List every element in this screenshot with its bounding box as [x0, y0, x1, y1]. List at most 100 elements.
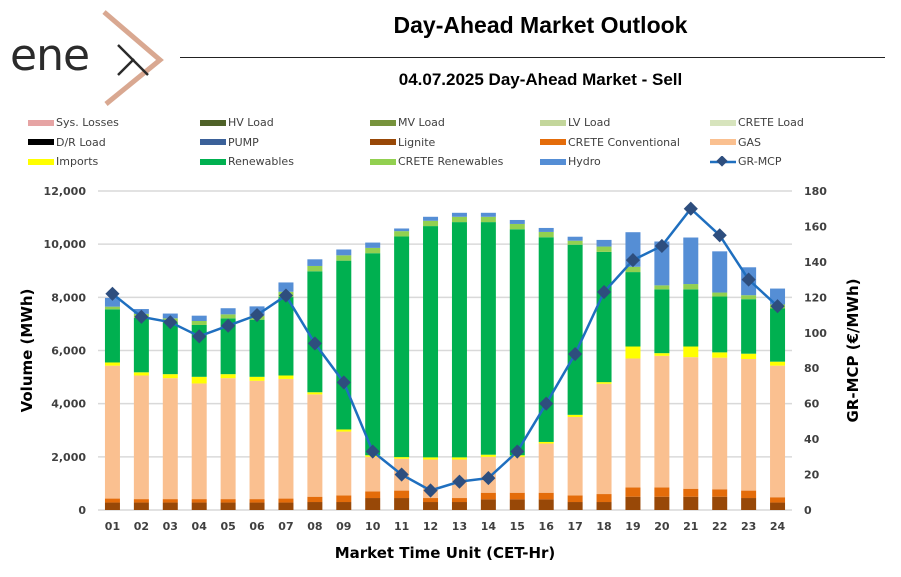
- bar-segment-hydro: [509, 219, 525, 224]
- bar-segment-imports: [654, 353, 670, 356]
- bar-segment-gas: [712, 357, 728, 490]
- bar-segment-lignite: [278, 502, 294, 510]
- bar-segment-lignite: [133, 502, 149, 510]
- bar-segment-imports: [423, 457, 439, 460]
- bar-segment-imports: [307, 392, 323, 395]
- bar-segment-imports: [480, 454, 496, 457]
- bar-segment-hydro: [104, 297, 120, 307]
- x-tick-label: 23: [741, 520, 756, 533]
- bar-segment-renewables: [365, 253, 381, 456]
- bar-segment-renewables: [162, 322, 178, 375]
- bar-segment-crete-renewables: [394, 231, 410, 237]
- y2-tick-label: 80: [804, 362, 820, 375]
- bar-segment-gas: [307, 394, 323, 497]
- bar-segment-gas: [249, 380, 265, 500]
- y2-tick-label: 0: [804, 504, 812, 517]
- bar-segment-gas: [104, 365, 120, 499]
- bar-segment-crete-renewables: [625, 266, 641, 273]
- bar-segment-crete-renewables: [741, 295, 757, 300]
- bar-segment-renewables: [509, 229, 525, 456]
- x-axis-title: Market Time Unit (CET-Hr): [335, 544, 556, 562]
- bar-segment-renewables: [683, 289, 699, 347]
- bar-segment-hydro: [538, 227, 554, 232]
- mcp-point: [654, 238, 669, 254]
- legend-item: Sys. Losses: [28, 116, 119, 129]
- bar-segment-gas: [683, 357, 699, 489]
- bar-segment-gas: [220, 378, 236, 500]
- bar-segment-crete-renewables: [480, 216, 496, 223]
- bar-segment-crete-renewables: [191, 320, 207, 325]
- bar-segment-crete-renewables: [596, 246, 612, 252]
- bar-segment-imports: [133, 372, 149, 376]
- bar-segment-gas: [741, 359, 757, 491]
- legend-line-marker-icon: [710, 154, 736, 168]
- bar-segment-crete-renewables: [423, 220, 439, 227]
- bar-segment-crete-conventional: [423, 498, 439, 503]
- bar-segment-crete-renewables: [509, 223, 525, 230]
- bar-segment-lignite: [509, 499, 525, 510]
- bar-segment-crete-renewables: [567, 240, 583, 245]
- x-tick-label: 04: [192, 520, 208, 533]
- bar-segment-gas: [567, 416, 583, 496]
- bar-segment-crete-conventional: [394, 490, 410, 499]
- bar-segment-crete-renewables: [365, 247, 381, 254]
- bar-segment-hydro: [770, 288, 786, 305]
- legend-label: MV Load: [398, 116, 445, 129]
- mcp-point: [596, 284, 612, 300]
- mcp-point: [568, 346, 583, 362]
- y2-tick-label: 180: [804, 185, 827, 198]
- bar-segment-crete-conventional: [596, 494, 612, 503]
- legend-item: CRETE Load: [710, 116, 804, 129]
- mcp-point: [249, 307, 265, 323]
- mcp-point: [278, 288, 294, 303]
- mcp-point: [539, 396, 554, 411]
- bar-segment-lignite: [423, 502, 439, 510]
- bar-segment-crete-conventional: [654, 487, 670, 497]
- bar-segment-crete-conventional: [336, 495, 352, 503]
- bar-segment-hydro: [480, 212, 496, 217]
- x-tick-label: 18: [596, 520, 611, 533]
- bar-segment-crete-renewables: [307, 265, 323, 272]
- legend-item: GR-MCP: [710, 154, 782, 168]
- mcp-point: [712, 228, 727, 243]
- mcp-point: [741, 272, 756, 287]
- mcp-point: [510, 444, 525, 459]
- bar-segment-gas: [336, 431, 352, 496]
- bar-segment-crete-conventional: [683, 488, 699, 497]
- bar-segment-renewables: [538, 237, 554, 442]
- x-tick-label: 14: [481, 520, 497, 533]
- x-tick-label: 06: [249, 520, 265, 533]
- bar-segment-lignite: [365, 498, 381, 510]
- bar-segment-renewables: [133, 317, 149, 373]
- bar-segment-hydro: [191, 315, 207, 321]
- bar-segment-lignite: [191, 502, 207, 510]
- mcp-point: [105, 286, 120, 301]
- bar-segment-hydro: [654, 241, 670, 286]
- bar-segment-crete-conventional: [278, 498, 294, 503]
- bar-segment-renewables: [249, 319, 265, 377]
- bar-segment-crete-renewables: [336, 255, 352, 261]
- bar-segment-imports: [770, 361, 786, 366]
- page-title: Day-Ahead Market Outlook: [393, 12, 688, 38]
- bar-segment-gas: [625, 358, 641, 488]
- bar-segment-hydro: [278, 282, 294, 292]
- mcp-line: [111, 206, 779, 492]
- bar-segment-lignite: [162, 502, 178, 510]
- bar-segment-lignite: [480, 499, 496, 510]
- y-axis-title: Volume (MWh): [18, 289, 36, 413]
- y-tick-label: 2,000: [51, 451, 86, 464]
- bar-segment-imports: [162, 374, 178, 379]
- bar-segment-imports: [683, 346, 699, 358]
- legend-swatch: [200, 158, 226, 165]
- bar-segment-crete-conventional: [509, 492, 525, 500]
- legend-item: PUMP: [200, 136, 259, 149]
- bar-segment-crete-renewables: [654, 285, 670, 290]
- x-tick-label: 13: [452, 520, 467, 533]
- bar-segment-crete-renewables: [538, 231, 554, 238]
- mcp-point: [683, 201, 698, 216]
- mcp-point: [423, 483, 438, 498]
- mcp-point: [336, 375, 351, 390]
- bar-segment-crete-renewables: [712, 292, 728, 297]
- bar-segment-lignite: [712, 496, 728, 510]
- bar-segment-crete-renewables: [220, 314, 236, 319]
